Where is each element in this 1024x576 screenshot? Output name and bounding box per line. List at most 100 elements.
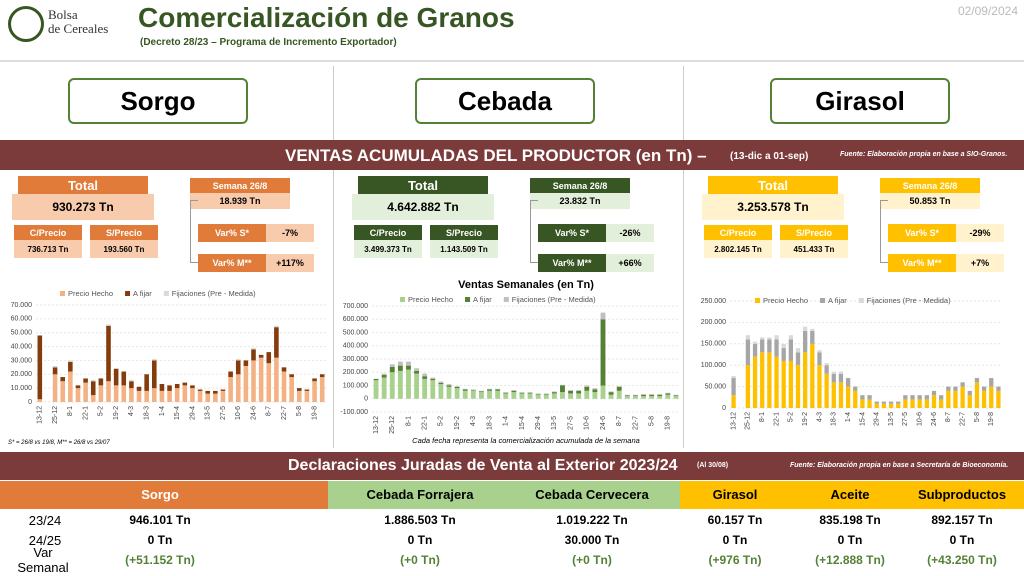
bar [543,394,549,395]
x-tick-label: 24-6 [931,412,938,426]
bar [649,394,655,395]
cell: 835.198 Tn [819,513,881,527]
bar [511,390,517,391]
bar [495,388,501,390]
bar [220,390,226,402]
x-tick-label: 13-5 [888,412,895,426]
bar [430,380,436,399]
chart-note: Cada fecha representa la comercializació… [412,436,640,445]
bar [478,392,484,399]
divider [333,66,334,448]
x-tick-label: 4-3 [128,406,135,416]
bar [817,365,822,408]
x-tick-label: 1-4 [159,406,166,416]
summary-value: 451.433 Tn [780,240,848,258]
y-tick-label: 600.000 [343,316,368,323]
bar [649,396,655,399]
summary-value: -26% [606,224,654,242]
bar [406,369,411,399]
bar [414,373,420,399]
summary-header: Total [18,176,148,194]
bar [967,395,972,408]
bar [745,365,751,408]
y-tick-label: 700.000 [343,303,368,310]
cell: 0 Tn [837,533,863,547]
bar [996,390,1001,408]
bar [838,373,844,383]
bar [608,392,614,395]
bar [503,392,509,394]
source: Fuente: Elaboración propia en base a SIO… [840,151,1008,158]
bar [470,390,476,399]
bar [121,371,127,386]
summary-header: Var% S* [198,224,266,242]
bar [616,386,622,391]
bar [592,392,598,399]
bar [931,395,937,408]
bar [503,393,509,399]
x-tick-label: 1-4 [845,412,852,422]
bar [319,377,325,402]
bar [624,395,630,397]
bar [136,386,142,391]
bar [297,388,302,391]
x-tick-label: 15-4 [519,416,526,430]
x-tick-label: 27-5 [220,406,227,420]
bar [657,394,663,397]
bar [389,372,395,399]
bar [824,373,829,408]
bar [996,386,1001,391]
legend-swatch [503,297,509,302]
x-tick-label: 24-6 [600,416,607,430]
x-tick-label: 19-2 [113,406,120,420]
bar [121,385,127,402]
summary-header: Semana 26/8 [880,178,980,193]
bar [974,382,980,408]
bar [495,390,501,399]
bar [106,381,111,402]
bar [381,373,387,375]
bar [470,390,476,391]
x-tick-label: 5-2 [438,416,445,426]
divider [0,60,1024,62]
bar [774,356,779,408]
bar [665,393,671,395]
bar [535,393,541,395]
summary-value: 4.642.882 Tn [352,194,494,220]
bar [527,393,533,399]
bar [910,395,915,400]
bar [953,390,958,408]
bar [788,335,793,340]
y-tick-label: 200.000 [701,319,726,326]
x-tick-label: 22-7 [281,406,288,420]
bar [649,394,655,397]
x-tick-label: 24-6 [250,406,257,420]
column-header: Sorgo [141,486,179,502]
legend-label: A fijar [133,289,152,298]
bar [106,325,111,382]
bar [205,390,210,394]
header-bg [328,481,680,509]
bar [795,352,801,366]
x-tick-label: 4-3 [816,412,823,422]
bar [152,388,157,402]
bar [665,394,671,399]
bar [616,386,622,387]
x-tick-label: 27-5 [902,412,909,426]
bar [243,365,249,402]
bar [144,390,149,402]
bar [788,360,793,408]
crop-label: Cebada [415,78,595,124]
legend-swatch [465,297,471,302]
bar [397,365,403,371]
bar [795,365,801,408]
bar [406,365,411,370]
bar [845,378,851,387]
bar [989,386,994,408]
summary-header: Semana 26/8 [530,178,630,193]
bar [624,396,630,399]
bar [430,378,436,381]
legend-label: Precio Hecho [408,295,453,304]
bar [931,390,937,396]
bar [673,394,679,396]
